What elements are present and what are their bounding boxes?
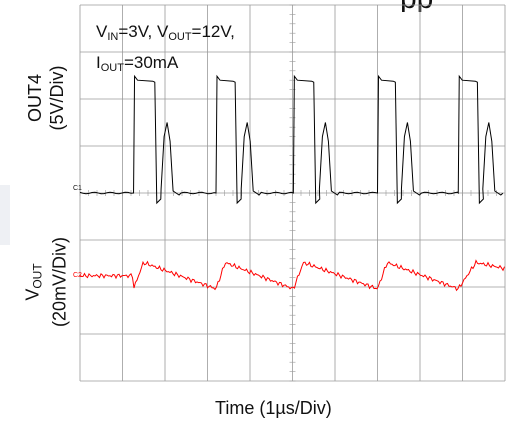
test-conditions: VIN=3V, VOUT=12V, IOUT=30mA xyxy=(96,19,235,81)
channel2-label-main: V xyxy=(22,288,43,301)
channel1-marker: C1 xyxy=(73,185,82,192)
channel1-label-line2: (5V/Div) xyxy=(47,65,67,131)
x-axis-label-unit: µ xyxy=(275,398,286,418)
channel1-trace xyxy=(79,74,504,205)
channel1-waveform xyxy=(79,74,504,205)
channel2-waveform xyxy=(79,259,505,292)
channel2-trace xyxy=(79,259,505,292)
vin-value: =3V xyxy=(118,22,148,41)
title-fragment: pp xyxy=(400,0,433,12)
channel2-marker: C2 xyxy=(73,272,82,279)
x-axis-label: Time (1µs/Div) xyxy=(215,398,332,419)
vin-symbol: V xyxy=(96,22,108,41)
channel2-label-line2: (20mV/Div) xyxy=(49,236,70,328)
conditions-line1: VIN=3V, VOUT=12V, xyxy=(96,22,235,43)
iout-subscript: OUT xyxy=(100,62,124,74)
x-axis-label-tail: s/Div) xyxy=(285,398,332,418)
iout-symbol: I xyxy=(96,53,101,72)
background-decoration xyxy=(0,185,10,245)
channel1-axis-label: OUT4 (5V/Div) xyxy=(24,65,68,130)
iout-value: =30mA xyxy=(123,53,179,72)
channel2-label-line1: VOUT xyxy=(22,237,49,327)
channel2-axis-label: VOUT (20mV/Div) xyxy=(22,237,71,327)
channel2-label-sub: OUT xyxy=(30,263,45,289)
vin-subscript: IN xyxy=(107,31,119,43)
vout-symbol: V xyxy=(156,22,169,41)
cutoff-title: pp xyxy=(400,0,511,12)
x-axis-label-main: Time (1 xyxy=(215,398,276,418)
conditions-line2: IOUT=30mA xyxy=(96,50,235,81)
vout-subscript: OUT xyxy=(168,31,192,43)
vout-value: =12V xyxy=(191,22,231,41)
channel1-label-line1: OUT4 xyxy=(25,73,45,123)
